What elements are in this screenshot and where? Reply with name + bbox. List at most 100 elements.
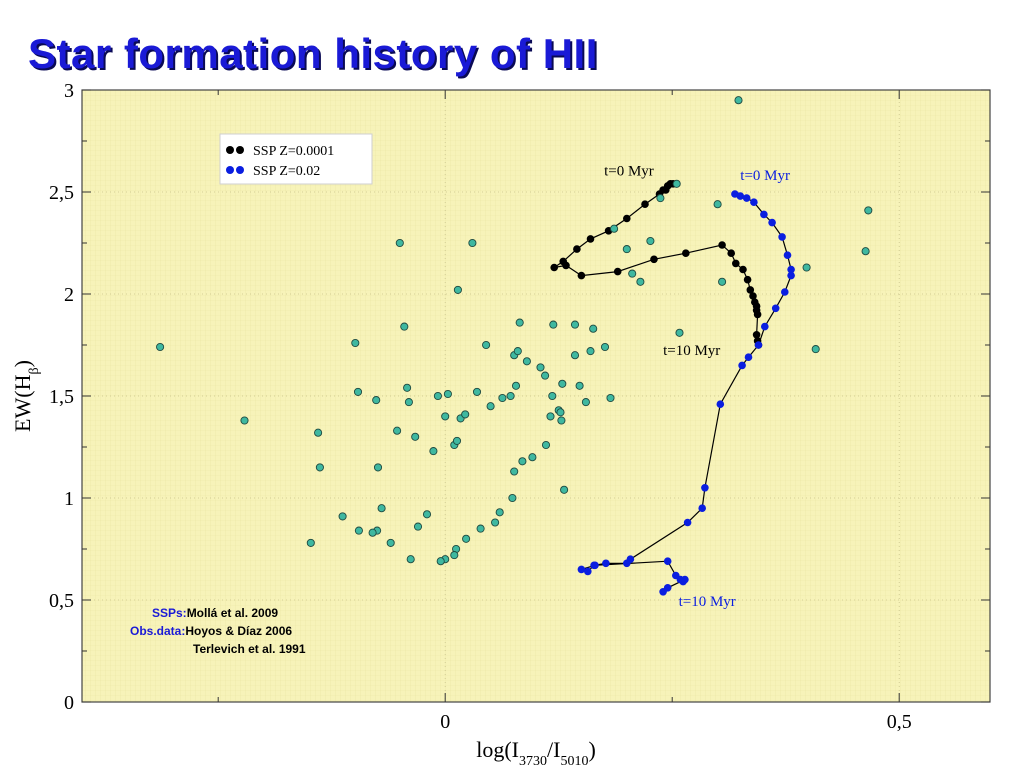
legend: SSP Z=0.0001 SSP Z=0.02 [219,133,373,185]
y-tick-label: 1,5 [49,386,74,408]
observed-point [506,391,515,401]
ssp-low-z-point [586,235,595,243]
observed-point [581,398,590,407]
x-tick-label: 0,5 [887,711,912,733]
observed-point [536,363,545,372]
annotation-label: t=10 Myr [663,343,720,359]
annotation-label: t=10 Myr [679,594,736,610]
legend-marker-black [226,146,234,154]
credits-obs: Obs.data:Hoyos & Díaz 2006 [130,622,340,640]
credits-obs-2: Terlevich et al. 1991 [130,640,340,658]
page-title: Star formation history of HII [28,30,598,77]
ssp-solar-point [681,575,689,584]
ssp-solar-point [736,192,745,200]
observed-point [429,447,438,456]
ssp-low-z-point [562,261,570,270]
observed-point [338,512,347,521]
observed-point [606,393,615,403]
ssp-low-z-point [718,241,726,249]
observed-point [476,524,485,533]
observed-point [513,347,522,356]
observed-point [406,555,415,564]
observed-point [713,200,722,209]
legend-box [219,133,373,185]
ssp-solar-point [602,559,610,568]
observed-point [548,391,557,401]
x-axis-title: log(I3730/I5010) [476,737,596,768]
observed-point [541,371,550,380]
ssp-solar-point [783,251,792,259]
ssp-solar-point [577,565,586,574]
y-tick-label: 3 [64,80,74,102]
observed-point [636,277,645,286]
ssp-low-z-point [752,331,761,339]
observed-point [395,238,404,248]
ssp-solar-point [683,518,692,527]
credits-ssps-key: SSPs: [152,606,187,620]
observed-point [811,345,820,354]
ssp-solar-point [659,588,667,596]
observed-point [522,357,531,366]
y-tick-label: 0,5 [49,590,74,612]
ssp-solar-point [738,361,746,370]
observed-point [861,247,870,256]
observed-point [864,206,873,215]
observed-point [372,396,381,405]
legend-item-low-z: SSP Z=0.0001 [226,144,334,159]
annotation-label: t=0 Myr [604,164,654,180]
observed-point [495,508,504,517]
ssp-low-z-point [650,255,658,264]
ssp-solar-point [744,353,753,362]
credits-obs-value-2: Terlevich et al. 1991 [193,642,306,656]
data-points [156,96,873,596]
legend-label: SSP Z=0.0001 [253,144,334,159]
credits: SSPs:Mollá et al. 2009 Obs.data:Hoyos & … [130,604,340,658]
observed-point [404,398,413,407]
observed-point [433,391,442,401]
ssp-low-z-point [641,200,649,208]
credits-ssps: SSPs:Mollá et al. 2009 [130,604,340,622]
legend-marker-blue [226,166,234,174]
legend-item-solar: SSP Z=0.02 [226,164,320,179]
ssp-solar-point [716,400,725,409]
observed-point [557,416,566,425]
ssp-solar-point [781,288,789,296]
ssp-low-z-point [682,249,690,257]
observed-point [734,96,743,105]
credits-ssps-value: Mollá et al. 2009 [186,606,279,620]
legend-label: SSP Z=0.02 [253,164,320,179]
ssp-low-z-point [739,265,747,274]
ssp-low-z-point [613,267,622,276]
observed-point [491,518,500,527]
observed-point [511,381,521,390]
annotations: t=0 Myr t=0 Myr t=10 Myr t=10 Myr [604,164,790,610]
ssp-solar-point [778,233,786,241]
observed-point [453,285,462,294]
observed-point [656,194,665,203]
observed-point [556,408,565,417]
ssp-solar-point [760,210,768,219]
ssp-low-z-point [746,286,755,294]
observed-point [610,224,619,233]
observed-point [472,387,482,396]
ssp-solar-point [761,322,769,331]
observed-point [646,236,655,246]
x-tick-label: 0 [440,711,450,733]
observed-point [315,463,324,472]
ssp-solar-point [768,218,776,227]
ssp-low-z-point [732,259,740,268]
observed-point [452,436,462,445]
observed-point [422,510,432,519]
observed-point [498,393,507,403]
ssp-low-z-point [573,245,581,253]
ssp-solar-point [787,265,795,274]
ssp-solar-point [698,504,706,512]
y-tick-label: 0 [64,692,74,714]
gridlines [82,90,990,702]
observed-point [400,322,409,331]
observed-point [528,453,537,462]
observed-point [368,528,377,537]
observed-point [570,351,580,360]
ssp-low-z-point [623,214,631,223]
